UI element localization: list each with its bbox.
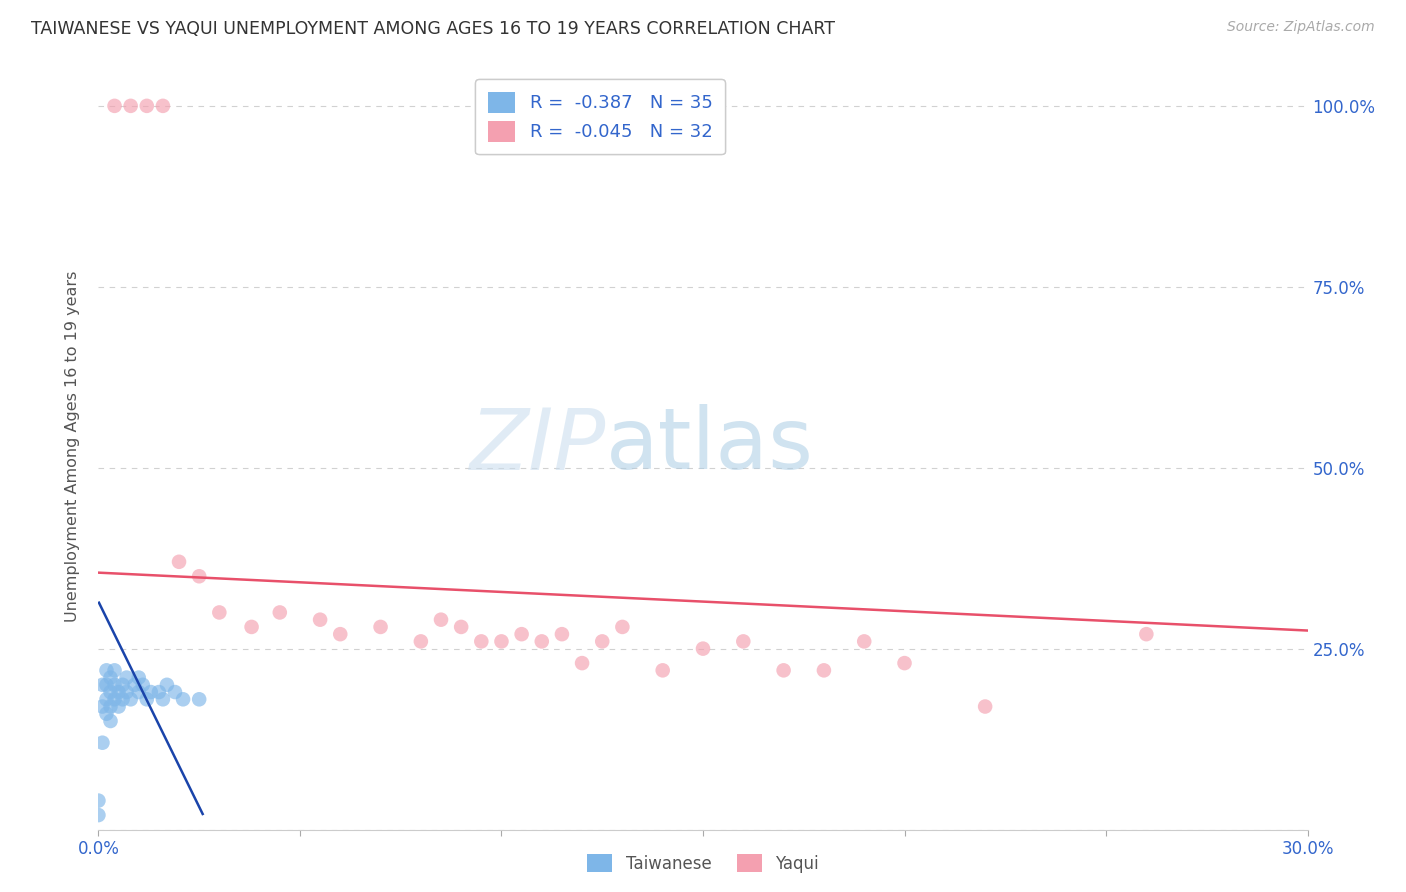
Point [470, 634, 492, 648]
Point [1135, 627, 1157, 641]
Point [772, 664, 794, 678]
Point [120, 692, 142, 706]
Point [167, 555, 190, 569]
Point [115, 671, 138, 685]
Point [148, 685, 170, 699]
Point [96, 692, 118, 706]
Point [124, 678, 146, 692]
Point [128, 671, 150, 685]
Text: ZIP: ZIP [470, 404, 606, 488]
Point [139, 685, 162, 699]
Point [103, 692, 125, 706]
Point [96, 678, 118, 692]
Point [893, 656, 915, 670]
Point [100, 714, 122, 728]
Point [240, 620, 263, 634]
Point [733, 634, 755, 648]
Point [91, 699, 114, 714]
Point [370, 620, 392, 634]
Text: atlas: atlas [606, 404, 814, 488]
Point [974, 699, 997, 714]
Legend: R =  -0.387   N = 35, R =  -0.045   N = 32: R = -0.387 N = 35, R = -0.045 N = 32 [475, 79, 725, 154]
Point [329, 627, 352, 641]
Point [651, 664, 673, 678]
Point [152, 99, 174, 113]
Point [128, 685, 150, 699]
Point [96, 706, 118, 721]
Point [91, 678, 114, 692]
Point [172, 692, 194, 706]
Point [208, 606, 231, 620]
Point [87, 808, 110, 822]
Point [135, 99, 157, 113]
Point [135, 692, 157, 706]
Point [100, 685, 122, 699]
Point [96, 664, 118, 678]
Point [100, 699, 122, 714]
Point [100, 671, 122, 685]
Point [571, 656, 593, 670]
Legend: Taiwanese, Yaqui: Taiwanese, Yaqui [581, 847, 825, 880]
Point [309, 613, 332, 627]
Point [111, 678, 134, 692]
Point [132, 678, 155, 692]
Point [107, 685, 129, 699]
Point [103, 664, 125, 678]
Point [692, 641, 714, 656]
Point [813, 664, 835, 678]
Point [188, 569, 211, 583]
Point [115, 685, 138, 699]
Point [430, 613, 453, 627]
Point [91, 736, 114, 750]
Point [188, 692, 211, 706]
Point [269, 606, 291, 620]
Text: TAIWANESE VS YAQUI UNEMPLOYMENT AMONG AGES 16 TO 19 YEARS CORRELATION CHART: TAIWANESE VS YAQUI UNEMPLOYMENT AMONG AG… [31, 20, 835, 37]
Point [530, 634, 553, 648]
Text: Source: ZipAtlas.com: Source: ZipAtlas.com [1227, 20, 1375, 34]
Point [156, 678, 179, 692]
Point [551, 627, 574, 641]
Point [853, 634, 876, 648]
Point [450, 620, 472, 634]
Point [103, 99, 125, 113]
Point [510, 627, 533, 641]
Point [152, 692, 174, 706]
Y-axis label: Unemployment Among Ages 16 to 19 years: Unemployment Among Ages 16 to 19 years [65, 270, 80, 622]
Point [591, 634, 613, 648]
Point [103, 678, 125, 692]
Point [163, 685, 186, 699]
Point [491, 634, 513, 648]
Point [87, 794, 110, 808]
Point [107, 699, 129, 714]
Point [111, 692, 134, 706]
Point [612, 620, 634, 634]
Point [120, 99, 142, 113]
Point [409, 634, 432, 648]
